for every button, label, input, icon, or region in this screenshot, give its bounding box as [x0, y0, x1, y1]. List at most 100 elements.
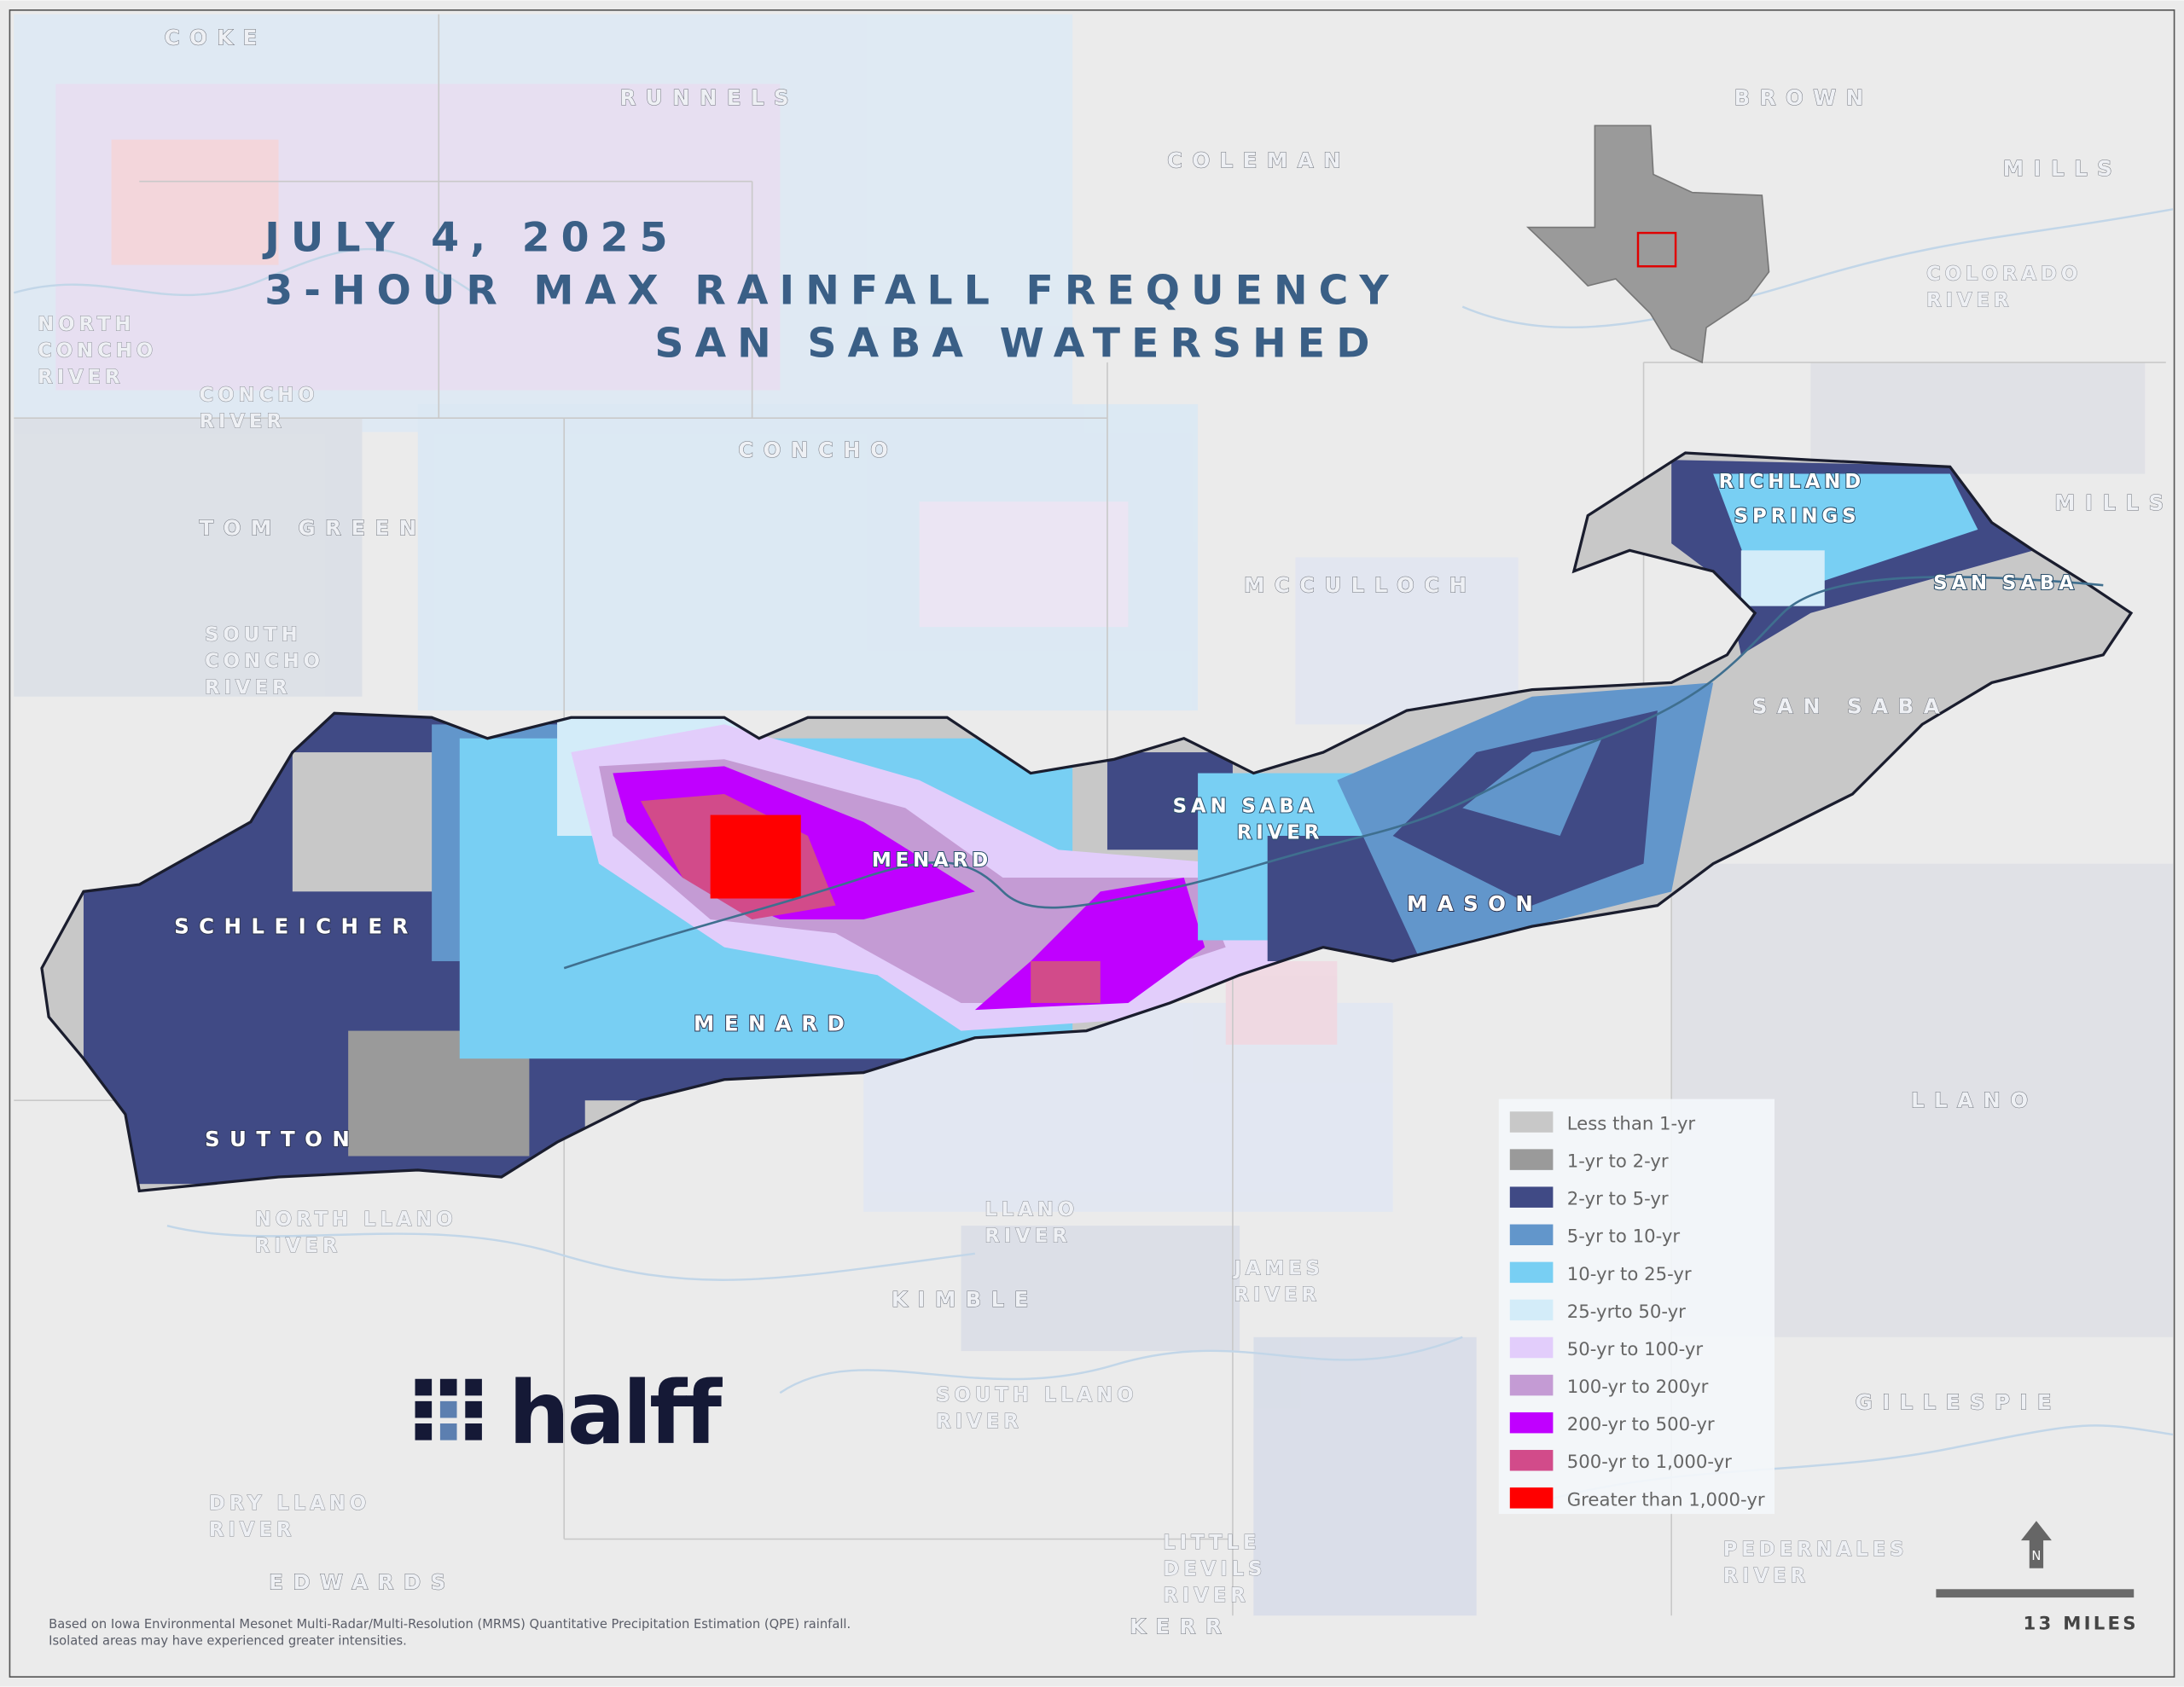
river-label: SOUTH: [205, 623, 302, 646]
river-label: COLORADO: [1926, 264, 2082, 286]
legend-swatch: [1509, 1111, 1554, 1133]
county-label: TOM GREEN: [199, 515, 426, 540]
legend-label: 100-yr to 200yr: [1567, 1377, 1709, 1398]
san-saba-river-line: [563, 576, 2104, 970]
map-title-main: 3-HOUR MAX RAINFALL FREQUENCY: [264, 267, 1400, 314]
county-label: GILLESPIE: [1856, 1390, 2061, 1415]
river-label: RIVER: [255, 1235, 341, 1257]
river-label: SAN SABA: [1173, 795, 1318, 817]
county-label: EDWARDS: [269, 1569, 456, 1594]
legend-label: 2-yr to 5-yr: [1567, 1189, 1669, 1210]
legend-item: Greater than 1,000-yr: [1509, 1487, 1765, 1510]
legend-item: 200-yr to 500-yr: [1509, 1412, 1715, 1435]
county-label: LLANO: [1911, 1087, 2038, 1112]
river-labels: NORTH CONCHO RIVER CONCHO RIVER SOUTH CONCHO RI…: [38, 263, 2082, 1607]
scale-bar-label: 13 MILES: [2024, 1614, 2139, 1635]
county-label: MILLS: [2054, 490, 2173, 515]
legend-label: 25-yrto 50-yr: [1567, 1301, 1686, 1323]
legend-item: 2-yr to 5-yr: [1509, 1186, 1669, 1210]
legend-swatch: [1509, 1299, 1554, 1321]
source-note-line2: Isolated areas may have experienced grea…: [49, 1634, 407, 1649]
legend-swatch: [1509, 1374, 1554, 1396]
river-label: CONCHO: [38, 339, 157, 362]
legend-swatch: [1509, 1412, 1554, 1434]
scale-bar: 13 MILES: [1936, 1589, 2139, 1635]
north-arrow-label: N: [2031, 1549, 2041, 1563]
map-title-date: JULY 4, 2025: [262, 214, 678, 261]
county-label: MILLS: [2003, 156, 2122, 181]
north-arrow: N: [2020, 1521, 2052, 1568]
legend-label: 200-yr to 500-yr: [1567, 1414, 1715, 1435]
legend-swatch: [1509, 1224, 1554, 1246]
legend-item: 5-yr to 10-yr: [1509, 1224, 1681, 1248]
map-frame: [9, 9, 2175, 1678]
river-label: PEDERNALES: [1723, 1539, 1908, 1561]
legend-swatch: [1509, 1261, 1554, 1284]
county-label: COLEMAN: [1167, 148, 1350, 172]
county-label: MENARD: [694, 1012, 854, 1036]
legend: Less than 1-yr 1-yr to 2-yr 2-yr to 5-yr 5-…: [1498, 1099, 1774, 1515]
legend-item: 10-yr to 25-yr: [1509, 1261, 1692, 1285]
county-label: CONCHO: [738, 438, 897, 462]
legend-item: 500-yr to 1,000-yr: [1509, 1450, 1732, 1473]
place-labels: RICHLAND SPRINGS MENARD SAN SABA: [871, 470, 2075, 872]
county-label: SUTTON: [205, 1127, 359, 1151]
river-label: RIVER: [205, 676, 291, 699]
county-label: RUNNELS: [620, 85, 799, 110]
river-label: RIVER: [199, 411, 285, 433]
river-label: RIVER: [209, 1519, 295, 1541]
river-label: LITTLE: [1163, 1532, 1260, 1554]
legend-item: Less than 1-yr: [1509, 1111, 1696, 1135]
county-labels: COKE RUNNELS COLEMAN BROWN MILLS MILLS C…: [164, 25, 2173, 1639]
legend-label: Less than 1-yr: [1567, 1114, 1696, 1135]
river-label: NORTH LLANO: [255, 1209, 457, 1231]
halff-logo: halff: [415, 1363, 725, 1464]
river-label: RIVER: [1723, 1565, 1809, 1587]
county-label: COKE: [165, 26, 267, 50]
river-label: CONCHO: [205, 650, 324, 672]
river-label: DEVILS: [1163, 1558, 1266, 1580]
legend-label: 50-yr to 100-yr: [1567, 1339, 1704, 1360]
halff-logo-text: halff: [508, 1363, 723, 1464]
place-label: SPRINGS: [1734, 506, 1861, 528]
legend-swatch: [1509, 1149, 1554, 1170]
legend-swatch: [1509, 1487, 1554, 1509]
river-label: RIVER: [936, 1411, 1022, 1433]
river-label: JAMES: [1233, 1257, 1324, 1279]
river-label: LLANO: [985, 1199, 1078, 1221]
legend-label: 10-yr to 25-yr: [1567, 1264, 1692, 1285]
inset-highlight-box: [1636, 231, 1677, 268]
map-title-watershed: SAN SABA WATERSHED: [654, 320, 1380, 367]
legend-item: 50-yr to 100-yr: [1509, 1336, 1704, 1360]
legend-item: 1-yr to 2-yr: [1509, 1149, 1669, 1173]
river-label: DRY LLANO: [209, 1493, 370, 1515]
legend-label: 1-yr to 2-yr: [1567, 1151, 1669, 1173]
county-label: SCHLEICHER: [174, 913, 418, 938]
legend-label: Greater than 1,000-yr: [1567, 1489, 1765, 1510]
river-label: RIVER: [1234, 1284, 1321, 1306]
place-label: MENARD: [872, 849, 992, 872]
legend-label: 5-yr to 10-yr: [1567, 1226, 1681, 1248]
county-label: MASON: [1407, 891, 1542, 916]
legend-swatch: [1509, 1336, 1554, 1359]
source-note-line1: Based on Iowa Environmental Mesonet Mult…: [49, 1617, 851, 1632]
river-label: RIVER: [985, 1226, 1071, 1248]
county-label: BROWN: [1734, 85, 1873, 110]
texas-inset-map: [1525, 125, 1770, 364]
river-label: CONCHO: [199, 385, 318, 407]
county-label: MCCULLOCH: [1244, 572, 1477, 597]
county-label: KIMBLE: [892, 1287, 1038, 1312]
river-label: RIVER: [1237, 821, 1323, 844]
county-label: KERR: [1130, 1615, 1231, 1639]
legend-swatch: [1509, 1450, 1554, 1471]
legend-label: 500-yr to 1,000-yr: [1567, 1452, 1732, 1473]
river-label: RIVER: [1163, 1585, 1249, 1607]
county-label: SAN SABA: [1752, 693, 1949, 718]
regional-rainfall-layer: [14, 14, 2173, 1616]
legend-item: 100-yr to 200yr: [1509, 1374, 1709, 1398]
river-label: NORTH: [38, 313, 135, 335]
river-label: RIVER: [38, 366, 124, 388]
place-label: RICHLAND: [1719, 471, 1865, 493]
legend-item: 25-yrto 50-yr: [1509, 1299, 1686, 1323]
